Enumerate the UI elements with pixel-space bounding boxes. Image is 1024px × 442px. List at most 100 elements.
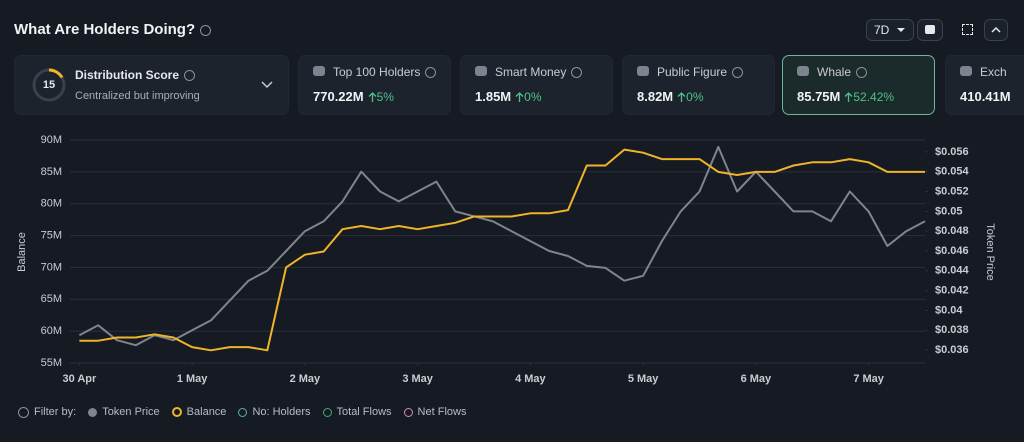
change-value: 5% bbox=[376, 90, 394, 104]
card-icon bbox=[313, 66, 325, 76]
card-label: Whale bbox=[817, 65, 852, 79]
period-select[interactable]: 7D bbox=[866, 19, 914, 41]
legend-dot bbox=[403, 407, 413, 417]
legend-item[interactable]: Total Flows bbox=[322, 406, 392, 418]
info-icon[interactable] bbox=[856, 67, 868, 79]
score-title: Distribution Score bbox=[75, 68, 180, 82]
card-value-row: 770.22M 5% bbox=[313, 89, 394, 104]
y2-tick-label: $0.044 bbox=[935, 265, 970, 277]
legend-item[interactable]: Balance bbox=[171, 406, 227, 418]
card-value: 770.22M bbox=[313, 89, 364, 104]
metric-card[interactable]: Whale 85.75M 52.42% bbox=[782, 55, 935, 115]
info-icon bbox=[18, 406, 29, 418]
legend-dot bbox=[171, 407, 182, 418]
legend-dot bbox=[88, 407, 98, 417]
card-value: 410.41M bbox=[960, 89, 1011, 104]
y2-tick-label: $0.046 bbox=[935, 245, 969, 257]
legend-item[interactable]: Net Flows bbox=[403, 406, 467, 418]
card-value-row: 8.82M 0% bbox=[637, 89, 703, 104]
card-value-row: 85.75M 52.42% bbox=[797, 89, 894, 104]
card-value: 1.85M bbox=[475, 89, 512, 104]
change-value: 0% bbox=[686, 90, 704, 104]
y-tick-label: 80M bbox=[41, 198, 62, 210]
info-icon[interactable] bbox=[571, 67, 583, 79]
series-line bbox=[79, 148, 925, 352]
card-change: 5% bbox=[368, 90, 394, 104]
up-arrow bbox=[515, 91, 524, 102]
card-label-row: Whale bbox=[817, 65, 868, 79]
card-label-row: Top 100 Holders bbox=[333, 65, 437, 79]
metric-card[interactable]: Smart Money 1.85M 0% bbox=[460, 55, 613, 115]
y-tick-label: 75M bbox=[41, 229, 62, 241]
card-label-row: Public Figure bbox=[657, 65, 744, 79]
legend: Filter by: Token Price Balance No: Holders T… bbox=[18, 406, 466, 418]
up-arrow bbox=[677, 91, 686, 102]
period-text: 7D bbox=[874, 23, 890, 37]
expand-button[interactable] bbox=[957, 19, 979, 39]
x-tick-label: 3 May bbox=[402, 373, 433, 385]
y-tick-label: 70M bbox=[41, 261, 62, 273]
y2-axis-title: Token Price bbox=[984, 223, 996, 280]
filter-text: Filter by: bbox=[34, 406, 77, 418]
x-tick-label: 2 May bbox=[290, 373, 321, 385]
score-value: 15 bbox=[42, 79, 56, 91]
chevron bbox=[991, 26, 1001, 33]
chevron bbox=[261, 81, 273, 89]
card-label: Exch bbox=[980, 65, 1007, 79]
y2-tick-label: $0.042 bbox=[935, 285, 969, 297]
legend-item[interactable]: Token Price bbox=[88, 406, 160, 418]
score-title-row: Distribution Score bbox=[75, 68, 196, 82]
change-value: 52.42% bbox=[853, 90, 895, 104]
legend-dot bbox=[238, 407, 248, 417]
title-text: What Are Holders Doing? bbox=[14, 21, 196, 38]
legend-item[interactable]: No: Holders bbox=[238, 406, 311, 418]
chart: 55M 60M 65M 70M 75M 80M 85M 90M $0.036 $0.038 $0.0… bbox=[16, 134, 996, 385]
card-label: Smart Money bbox=[495, 65, 567, 79]
calendar-button[interactable] bbox=[917, 19, 943, 41]
x-tick-label: 1 May bbox=[177, 373, 208, 385]
card-icon bbox=[797, 66, 809, 76]
metric-card[interactable]: Public Figure 8.82M 0% bbox=[622, 55, 775, 115]
metric-card[interactable]: Exch 410.41M bbox=[945, 55, 1024, 115]
y-tick-label: 90M bbox=[41, 134, 62, 146]
y-tick-label: 65M bbox=[41, 293, 62, 305]
up-arrow bbox=[368, 91, 377, 102]
metric-card[interactable]: Top 100 Holders 770.22M 5% bbox=[298, 55, 451, 115]
y-tick-label: 85M bbox=[41, 166, 62, 178]
x-tick-label: 5 May bbox=[628, 373, 659, 385]
info-icon[interactable] bbox=[425, 67, 437, 79]
collapse-button[interactable] bbox=[984, 19, 1008, 41]
info-icon[interactable] bbox=[184, 70, 196, 82]
card-change: 0% bbox=[677, 90, 703, 104]
y2-tick-label: $0.048 bbox=[935, 225, 969, 237]
y-tick-label: 55M bbox=[41, 357, 62, 369]
y2-tick-label: $0.036 bbox=[935, 344, 969, 356]
card-value: 8.82M bbox=[637, 89, 674, 104]
x-tick-label: 4 May bbox=[515, 373, 546, 385]
card-icon bbox=[475, 66, 487, 76]
card-value: 85.75M bbox=[797, 89, 841, 104]
score-ring bbox=[32, 68, 66, 102]
card-icon bbox=[960, 66, 972, 76]
legend-text: Total Flows bbox=[336, 406, 392, 418]
legend-dot bbox=[322, 407, 332, 417]
x-tick-label: 30 Apr bbox=[62, 373, 97, 385]
score-subtitle: Centralized but improving bbox=[75, 90, 200, 102]
score-card[interactable]: 15 Distribution Score Centralized but im… bbox=[14, 55, 289, 115]
card-label: Top 100 Holders bbox=[333, 65, 421, 79]
card-icon bbox=[637, 66, 649, 76]
card-value-row: 1.85M 0% bbox=[475, 89, 541, 104]
y2-tick-label: $0.052 bbox=[935, 185, 969, 197]
legend-text: Balance bbox=[186, 406, 227, 418]
legend-text: No: Holders bbox=[252, 406, 311, 418]
legend-text: Net Flows bbox=[417, 406, 467, 418]
filter-label: Filter by: bbox=[18, 406, 76, 418]
legend-text: Token Price bbox=[102, 406, 160, 418]
info-icon[interactable] bbox=[732, 67, 744, 79]
x-tick-label: 7 May bbox=[853, 373, 884, 385]
y2-tick-label: $0.05 bbox=[935, 205, 963, 217]
y-axis-title: Balance bbox=[16, 232, 28, 272]
caret bbox=[897, 28, 905, 32]
info-icon[interactable] bbox=[200, 24, 212, 36]
